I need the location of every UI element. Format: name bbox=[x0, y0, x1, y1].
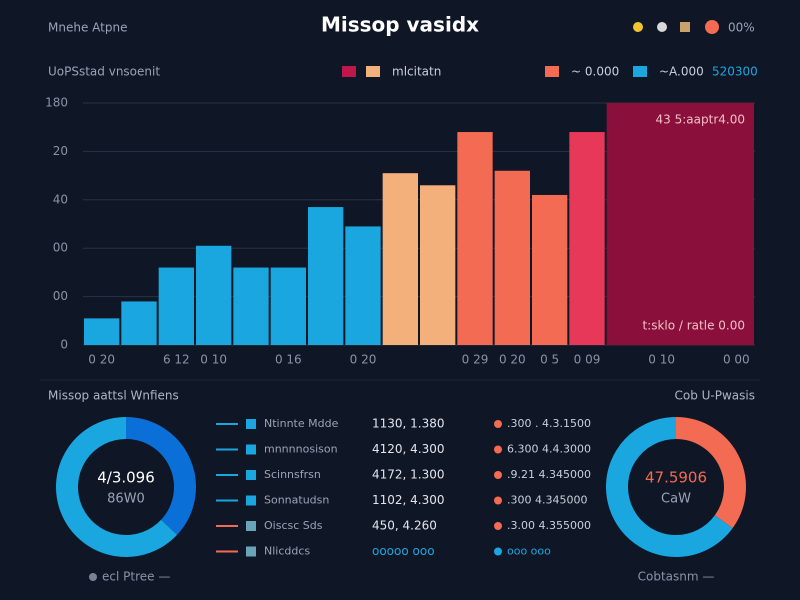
row-swatch bbox=[246, 419, 256, 429]
x-tick-label: 0 20 bbox=[499, 353, 526, 367]
bar bbox=[718, 103, 754, 345]
row-dot bbox=[494, 547, 502, 556]
row-swatch bbox=[246, 521, 256, 531]
panel-title: Missop aattsl Wnfiens bbox=[48, 389, 179, 403]
legend-swatch bbox=[633, 66, 647, 77]
row-name: Scinnsfrsn bbox=[264, 468, 321, 481]
icon[interactable] bbox=[680, 22, 690, 32]
bar bbox=[569, 132, 605, 345]
bar bbox=[158, 267, 194, 345]
bar bbox=[270, 267, 306, 345]
subtitle: UoPSstad vnsoenit bbox=[48, 65, 160, 79]
bar bbox=[457, 132, 493, 345]
donut-center: 86W0 bbox=[107, 492, 145, 507]
row-swatch bbox=[246, 546, 256, 557]
row-value-2: ooo ooo bbox=[507, 545, 551, 558]
row-dot bbox=[494, 522, 502, 530]
row-name: Ntinnte Mdde bbox=[264, 417, 339, 430]
row-value: 1102, 4.300 bbox=[372, 493, 445, 507]
y-tick-label: 40 bbox=[53, 192, 68, 206]
row-dot bbox=[494, 471, 502, 479]
row-value: ooooo ooo bbox=[372, 544, 435, 558]
caption-dot bbox=[89, 573, 97, 581]
icon[interactable] bbox=[633, 22, 643, 32]
bar bbox=[606, 103, 645, 345]
legend-swatch bbox=[342, 66, 356, 77]
bar bbox=[345, 226, 381, 345]
donut-segment bbox=[606, 417, 733, 557]
title: Missop vasidx bbox=[321, 13, 479, 37]
legend-label: ~ 0.000 bbox=[571, 65, 619, 79]
row-name: Sonnatudsn bbox=[264, 494, 329, 507]
x-tick-label: 6 12 bbox=[163, 353, 190, 367]
annotation: 43 5:aaptr4.00 bbox=[656, 113, 745, 127]
row-name: mnnnnosison bbox=[264, 443, 338, 456]
x-tick-label: 0 29 bbox=[462, 353, 489, 367]
legend-label: ~A.000 bbox=[659, 65, 704, 79]
bar bbox=[420, 185, 456, 345]
x-tick-label: 0 09 bbox=[574, 353, 601, 367]
row-dot bbox=[494, 420, 502, 428]
status: 00% bbox=[728, 21, 755, 35]
row-value: 1130, 1.380 bbox=[372, 417, 445, 431]
bar bbox=[681, 103, 720, 345]
row-value-2: .3.00 4.355000 bbox=[507, 519, 591, 532]
y-tick-label: 0 bbox=[60, 338, 68, 352]
row-value: 4120, 4.300 bbox=[372, 442, 445, 456]
row-dot bbox=[494, 445, 502, 454]
x-tick-label: 0 16 bbox=[275, 353, 302, 367]
row-value-2: 6.300 4.4.3000 bbox=[507, 443, 591, 456]
bar bbox=[121, 301, 157, 345]
row-swatch bbox=[246, 444, 256, 455]
x-tick-label: 0 00 bbox=[723, 353, 750, 367]
row-name: Nlicddcs bbox=[264, 545, 310, 558]
caption: Cobtasnm — bbox=[638, 570, 715, 584]
x-tick-label: 0 20 bbox=[350, 353, 377, 367]
bar bbox=[494, 170, 530, 345]
x-tick-label: 0 10 bbox=[648, 353, 675, 367]
bar bbox=[532, 194, 568, 345]
caption: ecl Ptree — bbox=[102, 570, 170, 584]
legend-label: mlcitatn bbox=[392, 65, 441, 79]
bar bbox=[382, 173, 418, 345]
legend-note: 520300 bbox=[712, 65, 758, 79]
donut-center: 47.5906 bbox=[645, 469, 707, 487]
bar bbox=[196, 245, 232, 345]
panel-title: Cob U-Pwasis bbox=[674, 389, 755, 403]
donut-segment bbox=[125, 417, 196, 535]
bar bbox=[84, 318, 120, 345]
y-tick-label: 00 bbox=[53, 241, 68, 255]
donut-center: 4/3.096 bbox=[97, 469, 155, 487]
donut-segment bbox=[675, 417, 746, 529]
annotation: t:sklo / ratle 0.00 bbox=[642, 319, 745, 333]
icon[interactable] bbox=[657, 22, 667, 32]
row-swatch bbox=[246, 470, 256, 480]
donut-segment bbox=[56, 417, 178, 557]
row-value: 450, 4.260 bbox=[372, 519, 437, 533]
legend-swatch bbox=[366, 66, 380, 77]
row-name: Oiscsc Sds bbox=[264, 519, 323, 532]
x-tick-label: 0 5 bbox=[540, 353, 559, 367]
row-swatch bbox=[246, 495, 256, 506]
row-value-2: .300 4.345000 bbox=[507, 494, 587, 507]
x-tick-label: 0 20 bbox=[88, 353, 115, 367]
row-value-2: .9.21 4.345000 bbox=[507, 468, 591, 481]
y-tick-label: 180 bbox=[45, 96, 68, 110]
row-dot bbox=[494, 496, 502, 505]
bar bbox=[644, 103, 683, 345]
brand: Mnehe Atpne bbox=[48, 21, 127, 35]
row-value: 4172, 1.300 bbox=[372, 468, 445, 482]
x-tick-label: 0 10 bbox=[200, 353, 227, 367]
row-value-2: .300 . 4.3.1500 bbox=[507, 417, 591, 430]
bar bbox=[308, 207, 344, 345]
bar bbox=[233, 267, 269, 345]
y-tick-label: 00 bbox=[53, 289, 68, 303]
donut-center: CaW bbox=[661, 492, 691, 507]
icon[interactable] bbox=[705, 20, 719, 34]
legend-swatch bbox=[545, 66, 559, 77]
y-tick-label: 20 bbox=[53, 144, 68, 158]
